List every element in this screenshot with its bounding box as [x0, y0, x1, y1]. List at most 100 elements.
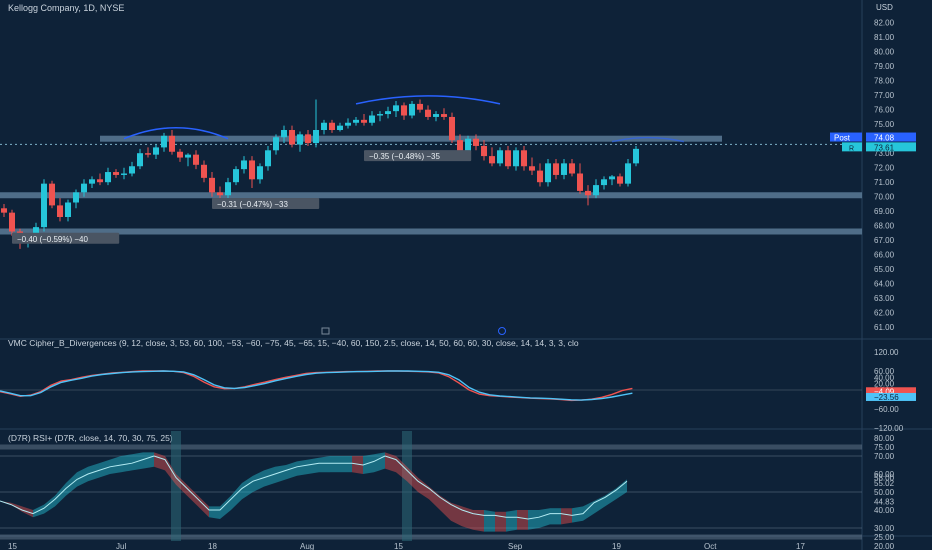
current-price: 73.61: [874, 143, 895, 152]
rsi-tick-label: 20.00: [874, 542, 895, 550]
rsi-tick-label: 44.83: [874, 497, 895, 506]
candle-body: [561, 163, 567, 175]
candle-body: [361, 119, 367, 123]
rsi-band-fill: [429, 486, 440, 510]
candle-body: [441, 114, 447, 117]
rsi-band-fill: [616, 479, 627, 500]
current-price-badge: [866, 142, 916, 152]
candle-body: [353, 119, 359, 123]
candle-body: [305, 134, 311, 144]
candle-body: [241, 160, 247, 170]
candle-body: [521, 150, 527, 167]
level-band: [0, 228, 862, 235]
price-tick-label: 66.00: [874, 251, 895, 260]
candle-body: [257, 166, 263, 180]
candle-body: [617, 176, 623, 184]
candle-body: [273, 137, 279, 151]
candle-body: [337, 125, 343, 130]
candle-body: [161, 135, 167, 148]
rsi-band-fill: [363, 454, 374, 474]
rsi-band-fill: [385, 452, 396, 473]
candle-body: [57, 205, 63, 217]
rsi-band-fill: [330, 456, 341, 473]
rsi-band-fill: [561, 508, 572, 525]
price-tick-label: 62.00: [874, 309, 895, 318]
rsi-band-fill: [539, 508, 550, 528]
candle-body: [169, 135, 175, 152]
candle-body: [209, 177, 215, 193]
rsi-band-fill: [264, 466, 275, 487]
price-tick-label: 65.00: [874, 265, 895, 274]
candle-body: [369, 115, 375, 123]
candle-body: [289, 130, 295, 145]
candle-body: [577, 173, 583, 191]
candle-body: [137, 153, 143, 167]
price-tick-label: 72.00: [874, 164, 895, 173]
candle-body: [537, 170, 543, 183]
rsi-highlight-bar: [171, 431, 181, 541]
candle-body: [233, 169, 239, 183]
cipher-series-line: [0, 370, 633, 401]
measure-label-box: [364, 150, 472, 162]
candle-body: [609, 176, 615, 180]
rsi-band-fill: [462, 506, 473, 530]
rsi-band-fill: [198, 495, 209, 518]
rsi-band-fill: [319, 456, 330, 473]
rsi-tick-label: 80.00: [874, 434, 895, 443]
candle-body: [33, 227, 39, 238]
candle-body: [249, 160, 255, 180]
rsi-band-fill: [374, 452, 385, 473]
candle-body: [529, 166, 535, 171]
cipher-tick-label: −120.00: [874, 424, 904, 433]
cipher-tick-label: −60.00: [874, 405, 899, 414]
candle-body: [9, 212, 15, 232]
rsi-tick-label: 30.00: [874, 524, 895, 533]
rsi-band-fill: [550, 508, 561, 525]
rsi-band-fill: [253, 470, 264, 492]
candle-body: [385, 111, 391, 115]
level-band: [0, 192, 862, 199]
eye-icon: [498, 327, 506, 335]
price-tick-label: 76.00: [874, 106, 895, 115]
rsi-band-fill: [44, 495, 55, 514]
candle-body: [281, 130, 287, 138]
rsi-band-fill: [484, 510, 495, 532]
rsi-band-fill: [440, 495, 451, 521]
rsi-band-fill: [286, 461, 297, 480]
cipher-title: VMC Cipher_B_Divergences (9, 12, close, …: [8, 338, 579, 348]
price-tick-label: 63.00: [874, 294, 895, 303]
rsi-band-fill: [176, 474, 187, 496]
price-tick-label: 64.00: [874, 280, 895, 289]
candle-body: [585, 190, 591, 196]
price-tick-label: 69.00: [874, 207, 895, 216]
candle-body: [73, 192, 79, 203]
candle-body: [553, 163, 559, 175]
time-axis-label: Aug: [300, 542, 314, 550]
collapse-icon: [321, 327, 330, 335]
candle-body: [497, 150, 503, 164]
time-axis-label: 15: [394, 542, 403, 550]
rsi-tick-label: 58.00: [874, 474, 895, 483]
candle-body: [265, 150, 271, 167]
price-tick-label: 79.00: [874, 62, 895, 71]
rsi-band-fill: [242, 475, 253, 500]
time-axis-label: 15: [8, 542, 17, 550]
price-tick-label: 78.00: [874, 77, 895, 86]
candle-body: [177, 151, 183, 158]
rsi-title: (D7R) RSI+ (D7R, close, 14, 70, 30, 75, …: [8, 433, 173, 443]
rsi-band-fill: [297, 459, 308, 476]
rsi-band-fill: [209, 506, 220, 519]
candle-body: [201, 164, 207, 178]
post-price: 74.08: [874, 134, 895, 143]
candle-body: [633, 148, 639, 164]
candle-body: [97, 179, 103, 183]
measure-label: −0.40 (−0.59%) −40: [17, 235, 88, 244]
candle-body: [193, 154, 199, 165]
price-tick-label: 77.00: [874, 91, 895, 100]
time-axis-label: 18: [208, 542, 217, 550]
rsi-tick-label: 60.00: [874, 470, 895, 479]
candle-body: [569, 163, 575, 174]
price-tick-label: 82.00: [874, 19, 895, 28]
price-tick-label: 80.00: [874, 48, 895, 57]
candle-body: [81, 183, 87, 193]
